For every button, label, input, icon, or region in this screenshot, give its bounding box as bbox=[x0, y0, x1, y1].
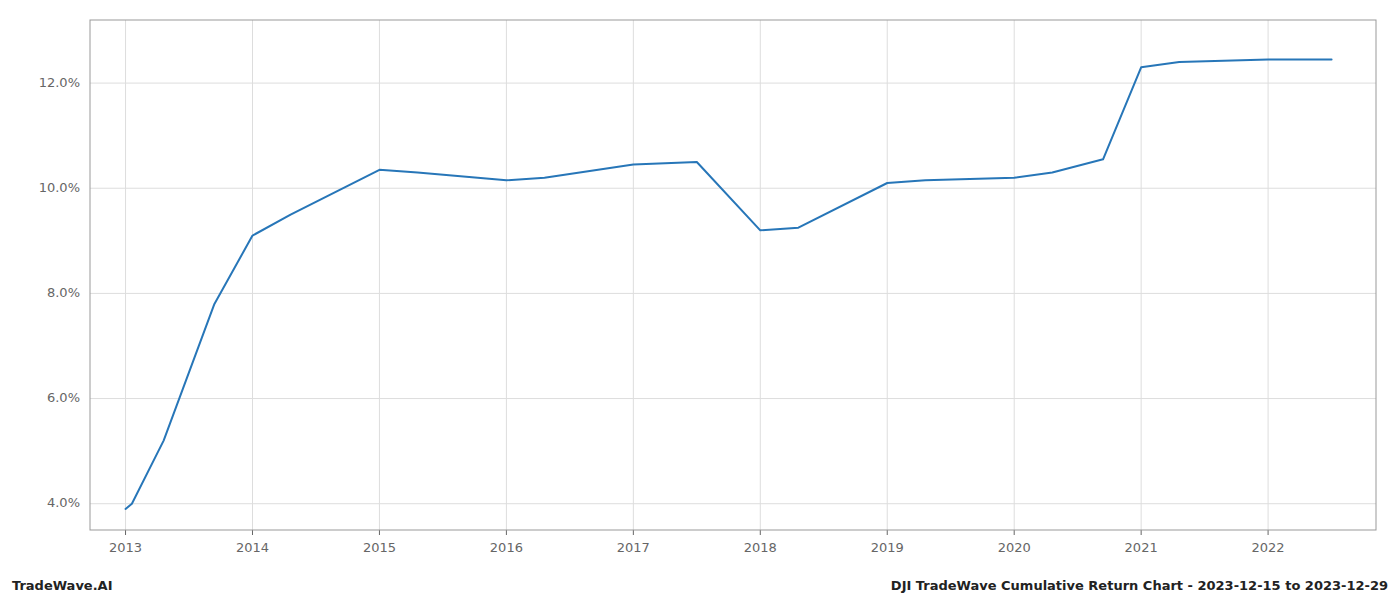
x-grid-line bbox=[379, 20, 380, 530]
x-grid-line bbox=[1141, 20, 1142, 530]
x-tick bbox=[1014, 530, 1015, 535]
footer-text: DJI TradeWave Cumulative Return Chart - … bbox=[891, 578, 1388, 593]
line bbox=[126, 59, 1332, 509]
y-grid-line bbox=[90, 83, 1376, 84]
chart-container: 4.0% 6.0% 8.0% 10.0% 12.0% 2013 2014 2015 2016 20… bbox=[0, 0, 1400, 600]
x-tick-label: 2020 bbox=[998, 540, 1031, 555]
x-grid-line bbox=[887, 20, 888, 530]
x-tick-label: 2014 bbox=[236, 540, 269, 555]
plot-frame bbox=[90, 20, 1376, 530]
x-tick bbox=[633, 530, 634, 535]
x-tick-label: 2018 bbox=[744, 540, 777, 555]
x-tick-label: 2016 bbox=[490, 540, 523, 555]
x-tick-label: 2021 bbox=[1125, 540, 1158, 555]
axes: 4.0% 6.0% 8.0% 10.0% 12.0% 2013 2014 2015 2016 20… bbox=[39, 20, 1376, 555]
x-grid-line bbox=[760, 20, 761, 530]
x-tick bbox=[125, 530, 126, 535]
plot-area bbox=[126, 59, 1332, 509]
y-tick-label: 4.0% bbox=[47, 495, 80, 510]
x-grid-line bbox=[506, 20, 507, 530]
y-tick-label: 8.0% bbox=[47, 285, 80, 300]
y-grid-line bbox=[90, 503, 1376, 504]
y-tick-label: 12.0% bbox=[39, 75, 80, 90]
y-tick-label: 10.0% bbox=[39, 180, 80, 195]
x-tick-label: 2019 bbox=[871, 540, 904, 555]
x-tick bbox=[1141, 530, 1142, 535]
x-grid-line bbox=[125, 20, 126, 530]
x-tick bbox=[760, 530, 761, 535]
x-tick-label: 2013 bbox=[109, 540, 142, 555]
x-tick-label: 2015 bbox=[363, 540, 396, 555]
x-tick bbox=[1268, 530, 1269, 535]
x-tick bbox=[379, 530, 380, 535]
x-grid-line bbox=[1014, 20, 1015, 530]
x-tick bbox=[252, 530, 253, 535]
x-tick-label: 2022 bbox=[1252, 540, 1285, 555]
x-tick-label: 2017 bbox=[617, 540, 650, 555]
y-grid-line bbox=[90, 293, 1376, 294]
chart: 4.0% 6.0% 8.0% 10.0% 12.0% 2013 2014 2015 2016 20… bbox=[0, 0, 1400, 600]
x-grid-line bbox=[1268, 20, 1269, 530]
x-grid-line bbox=[633, 20, 634, 530]
y-grid-line bbox=[90, 188, 1376, 189]
footer-text: TradeWave.AI bbox=[12, 578, 113, 593]
y-tick-label: 6.0% bbox=[47, 390, 80, 405]
y-grid-line bbox=[90, 398, 1376, 399]
x-grid-line bbox=[252, 20, 253, 530]
x-tick bbox=[506, 530, 507, 535]
grid bbox=[90, 20, 1376, 530]
x-tick bbox=[887, 530, 888, 535]
